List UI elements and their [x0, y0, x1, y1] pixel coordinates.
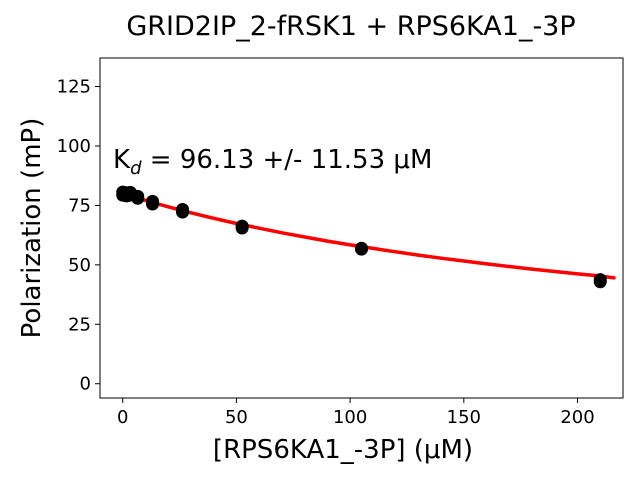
- data-points-layer: [116, 185, 607, 289]
- y-tick-label: 100: [57, 136, 91, 157]
- data-point: [131, 191, 145, 205]
- y-tick-label: 0: [80, 374, 91, 395]
- y-tick-label: 75: [68, 195, 91, 216]
- fit-curve-layer: [120, 191, 616, 280]
- y-axis-ticks: 0 25 50 75 100 125: [57, 77, 100, 395]
- data-point: [235, 221, 249, 235]
- y-tick-label: 25: [68, 314, 91, 335]
- x-tick-label: 100: [333, 407, 367, 428]
- x-tick-label: 0: [117, 407, 128, 428]
- x-tick-label: 150: [447, 407, 481, 428]
- kd-annotation-subscript: d: [130, 158, 142, 179]
- fit-curve: [120, 191, 616, 280]
- data-point: [146, 197, 160, 211]
- data-point: [176, 205, 190, 219]
- x-axis-ticks: 0 50 100 150 200: [117, 398, 595, 428]
- axes-frame: [99, 57, 624, 399]
- y-tick-label: 125: [57, 77, 91, 98]
- chart-title: GRID2IP_2-fRSK1 + RPS6KA1_-3P: [126, 11, 575, 42]
- x-tick-label: 200: [560, 407, 594, 428]
- data-point: [355, 242, 368, 256]
- kd-annotation: Kd = 96.13 +/- 11.53 μM: [113, 145, 432, 179]
- kd-annotation-prefix: K: [113, 145, 131, 175]
- plot-area: Kd = 96.13 +/- 11.53 μM: [99, 57, 624, 399]
- data-point: [593, 275, 607, 289]
- y-tick-label: 50: [68, 255, 91, 276]
- kd-annotation-value: = 96.13 +/- 11.53 μM: [142, 145, 433, 175]
- x-axis-label: [RPS6KA1_-3P] (μM): [213, 435, 473, 465]
- y-axis-label: Polarization (mP): [17, 118, 47, 339]
- x-tick-label: 50: [225, 407, 248, 428]
